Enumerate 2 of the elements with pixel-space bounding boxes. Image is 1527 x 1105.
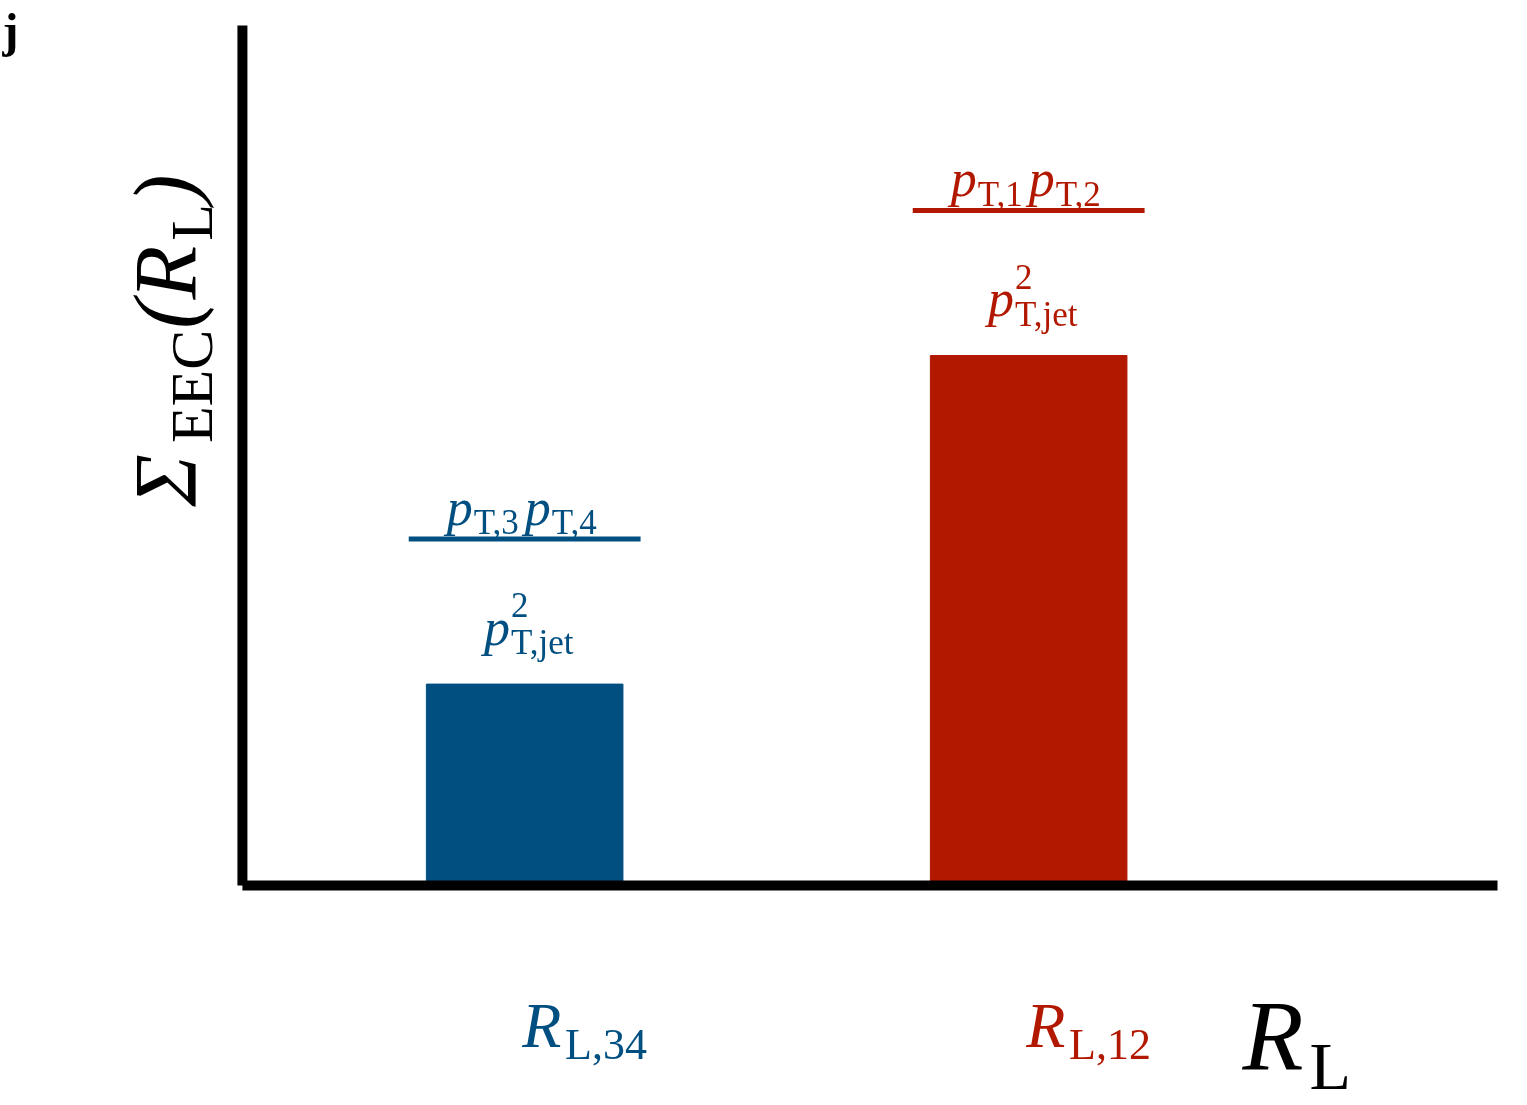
y-axis-title: ΣEEC(RL) [117, 174, 225, 508]
text: j [1, 4, 19, 57]
